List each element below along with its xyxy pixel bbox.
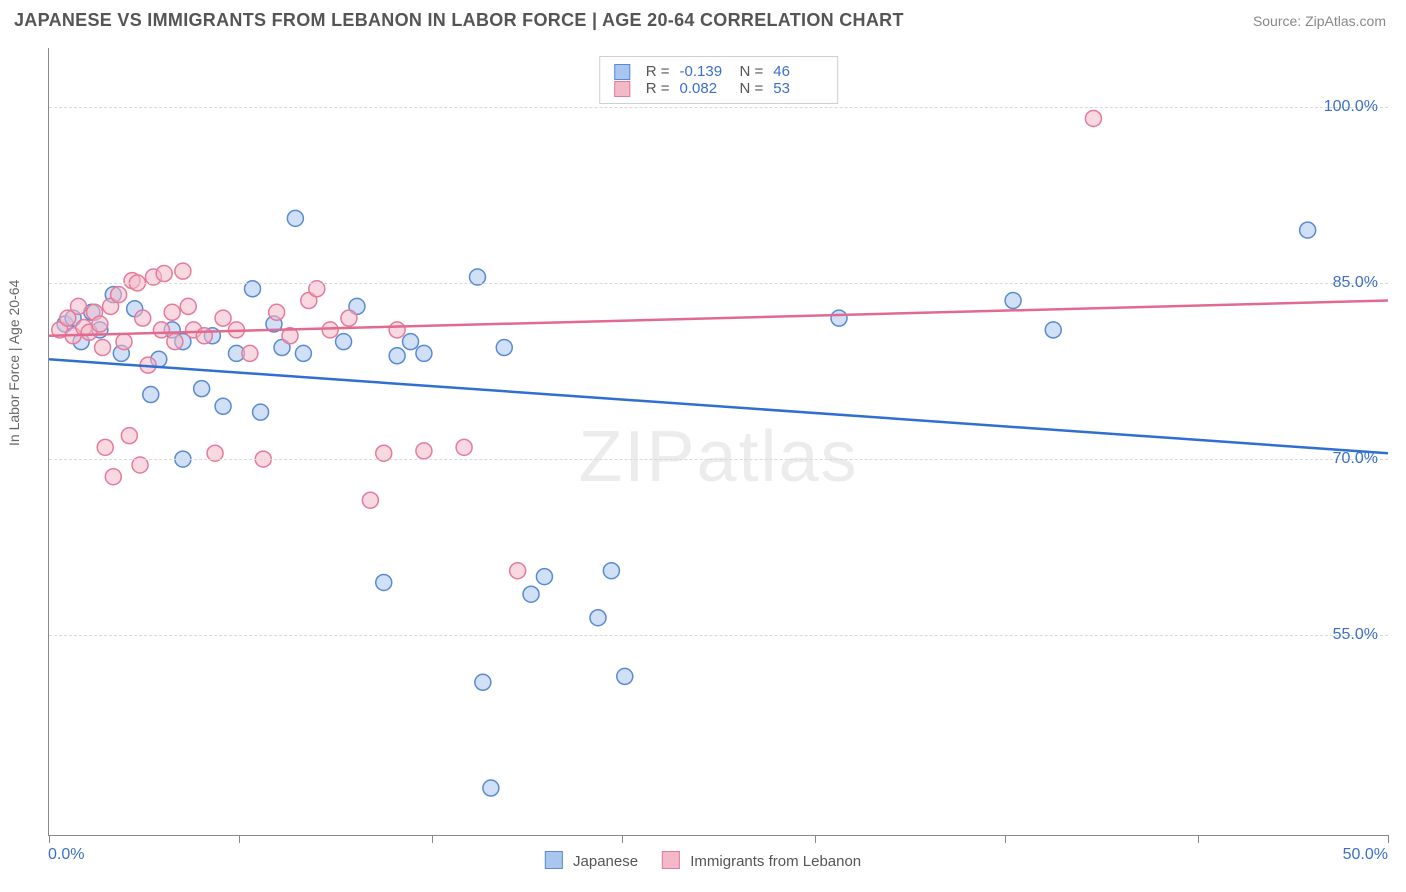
legend-item-japanese: Japanese	[545, 851, 638, 870]
data-point	[175, 263, 191, 279]
data-point	[194, 381, 210, 397]
source-label: Source: ZipAtlas.com	[1253, 13, 1386, 29]
data-point	[590, 610, 606, 626]
data-point	[215, 310, 231, 326]
trend-line	[49, 301, 1388, 336]
data-point	[456, 439, 472, 455]
data-point	[167, 334, 183, 350]
data-point	[416, 443, 432, 459]
data-point	[97, 439, 113, 455]
data-point	[253, 404, 269, 420]
y-tick-label: 85.0%	[1333, 274, 1378, 292]
data-point	[322, 322, 338, 338]
data-point	[341, 310, 357, 326]
data-point	[143, 387, 159, 403]
data-point	[362, 492, 378, 508]
data-point	[403, 334, 419, 350]
bottom-legend: Japanese Immigrants from Lebanon	[545, 851, 861, 870]
data-point	[496, 340, 512, 356]
data-point	[295, 345, 311, 361]
data-point	[475, 674, 491, 690]
y-tick-label: 70.0%	[1333, 450, 1378, 468]
y-tick-label: 100.0%	[1324, 98, 1378, 116]
data-point	[536, 569, 552, 585]
x-axis-max-label: 50.0%	[1343, 846, 1388, 864]
y-axis-label: In Labor Force | Age 20-64	[6, 280, 22, 446]
data-point	[105, 469, 121, 485]
data-point	[416, 345, 432, 361]
legend-label-lebanon: Immigrants from Lebanon	[690, 853, 861, 870]
trend-line	[49, 359, 1388, 453]
data-point	[1045, 322, 1061, 338]
scatter-svg	[49, 48, 1388, 835]
legend-item-lebanon: Immigrants from Lebanon	[662, 851, 861, 870]
legend-swatch-japanese-icon	[545, 851, 563, 869]
data-point	[617, 668, 633, 684]
data-point	[95, 340, 111, 356]
data-point	[1300, 222, 1316, 238]
chart-title: JAPANESE VS IMMIGRANTS FROM LEBANON IN L…	[14, 10, 904, 31]
data-point	[92, 316, 108, 332]
data-point	[180, 298, 196, 314]
data-point	[70, 298, 86, 314]
data-point	[376, 574, 392, 590]
data-point	[164, 304, 180, 320]
data-point	[196, 328, 212, 344]
x-axis-min-label: 0.0%	[48, 846, 84, 864]
data-point	[603, 563, 619, 579]
data-point	[153, 322, 169, 338]
legend-swatch-lebanon-icon	[662, 851, 680, 869]
data-point	[336, 334, 352, 350]
data-point	[215, 398, 231, 414]
data-point	[156, 266, 172, 282]
data-point	[831, 310, 847, 326]
data-point	[111, 287, 127, 303]
data-point	[242, 345, 258, 361]
data-point	[135, 310, 151, 326]
y-tick-label: 55.0%	[1333, 626, 1378, 644]
chart-plot-area: ZIPatlas R = -0.139 N = 46 R = 0.082 N =…	[48, 48, 1388, 836]
data-point	[389, 348, 405, 364]
data-point	[287, 210, 303, 226]
data-point	[510, 563, 526, 579]
data-point	[121, 428, 137, 444]
data-point	[523, 586, 539, 602]
data-point	[483, 780, 499, 796]
data-point	[269, 304, 285, 320]
legend-label-japanese: Japanese	[573, 853, 638, 870]
data-point	[389, 322, 405, 338]
data-point	[116, 334, 132, 350]
data-point	[1085, 110, 1101, 126]
data-point	[1005, 293, 1021, 309]
